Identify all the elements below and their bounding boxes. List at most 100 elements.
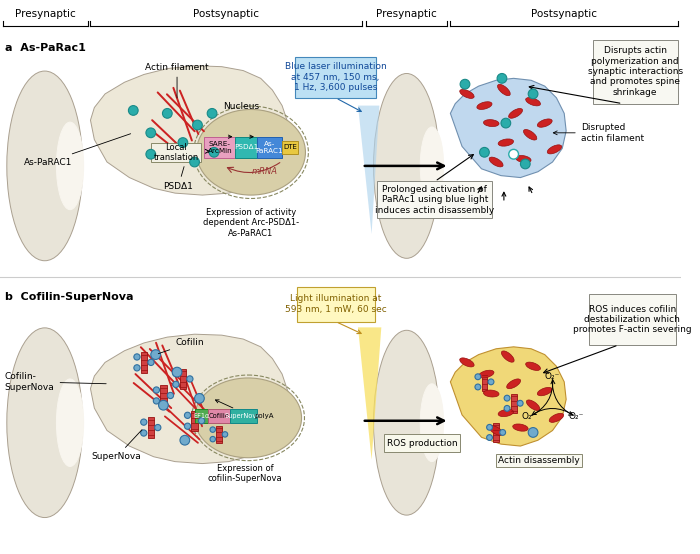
Circle shape (146, 150, 155, 159)
Circle shape (500, 429, 505, 435)
Bar (589, 294, 676, 345)
Ellipse shape (420, 384, 444, 461)
Circle shape (173, 371, 179, 377)
Bar (482, 372, 487, 391)
Circle shape (162, 109, 172, 118)
Bar (295, 57, 377, 98)
Ellipse shape (484, 120, 499, 126)
Circle shape (486, 435, 493, 440)
Text: Disrupts actin
polymerization and
synaptic interactions
and promotes spine
shrin: Disrupts actin polymerization and synapt… (588, 46, 682, 97)
Text: Actin disassembly: Actin disassembly (498, 456, 580, 465)
Ellipse shape (479, 370, 494, 378)
Circle shape (150, 350, 160, 360)
Text: Presynaptic: Presynaptic (15, 9, 76, 19)
Text: Expression of
cofilin-SuperNova: Expression of cofilin-SuperNova (208, 464, 283, 483)
Bar (208, 409, 230, 423)
Text: polyA: polyA (255, 413, 274, 419)
Text: Cofilin: Cofilin (209, 413, 230, 419)
Polygon shape (450, 347, 566, 446)
Ellipse shape (460, 358, 474, 367)
Polygon shape (90, 66, 288, 195)
Ellipse shape (516, 156, 531, 163)
Circle shape (195, 393, 204, 403)
Bar (235, 137, 257, 158)
Circle shape (187, 376, 193, 382)
Bar (230, 409, 257, 423)
Text: a  As-PaRac1: a As-PaRac1 (5, 43, 85, 53)
Text: O₂⁻: O₂⁻ (522, 412, 537, 422)
Circle shape (460, 79, 470, 89)
Ellipse shape (460, 89, 474, 99)
Ellipse shape (477, 102, 492, 110)
Bar (204, 137, 235, 158)
Ellipse shape (374, 330, 440, 515)
Ellipse shape (509, 109, 522, 118)
Circle shape (223, 432, 228, 437)
Text: As-PaRAC1: As-PaRAC1 (25, 134, 131, 167)
Bar (594, 40, 678, 104)
Text: SuperNova: SuperNova (92, 429, 142, 461)
Ellipse shape (197, 110, 305, 195)
Circle shape (190, 157, 200, 167)
Text: mRNA: mRNA (251, 167, 278, 176)
Circle shape (134, 365, 140, 371)
Bar (282, 141, 298, 154)
Ellipse shape (374, 74, 440, 258)
Circle shape (153, 398, 160, 404)
Bar (377, 182, 492, 218)
Bar (191, 411, 197, 431)
Circle shape (210, 427, 216, 432)
Text: Local
translation: Local translation (153, 142, 199, 162)
Circle shape (486, 424, 493, 430)
Text: O₂⁻: O₂⁻ (545, 372, 560, 381)
Bar (195, 409, 208, 423)
Bar (141, 352, 147, 372)
Bar (297, 286, 375, 321)
Circle shape (141, 419, 147, 425)
Circle shape (193, 120, 202, 130)
Text: EF1α: EF1α (193, 413, 209, 419)
Bar (511, 394, 517, 413)
Text: ROS induces cofilin
destabilization which
promotes F-actin severing: ROS induces cofilin destabilization whic… (573, 305, 692, 335)
Polygon shape (450, 78, 566, 178)
Ellipse shape (7, 328, 83, 517)
Circle shape (504, 395, 510, 401)
Ellipse shape (550, 413, 564, 422)
Ellipse shape (507, 379, 521, 389)
Circle shape (475, 384, 481, 390)
Ellipse shape (7, 71, 83, 261)
Circle shape (155, 424, 161, 430)
Text: Postsynaptic: Postsynaptic (193, 9, 259, 19)
Circle shape (173, 381, 179, 387)
Text: As-
PaRAC1: As- PaRAC1 (256, 141, 284, 154)
Ellipse shape (489, 157, 503, 167)
Text: Light illumination at
593 nm, 1 mW, 60 sec: Light illumination at 593 nm, 1 mW, 60 s… (285, 294, 386, 314)
Ellipse shape (526, 98, 540, 106)
Circle shape (184, 412, 190, 418)
Ellipse shape (501, 351, 514, 362)
Text: DTE: DTE (283, 145, 297, 151)
Circle shape (198, 418, 204, 424)
Ellipse shape (547, 145, 561, 154)
Circle shape (148, 360, 154, 366)
Text: Disrupted
actin filament: Disrupted actin filament (553, 123, 644, 142)
Bar (496, 454, 582, 468)
Circle shape (520, 159, 530, 169)
Polygon shape (358, 327, 382, 460)
Ellipse shape (526, 362, 540, 371)
Circle shape (180, 435, 190, 445)
Ellipse shape (57, 379, 84, 466)
Circle shape (167, 392, 174, 398)
Bar (160, 386, 167, 406)
Circle shape (528, 89, 538, 99)
Ellipse shape (195, 378, 302, 458)
Text: Cofilin: Cofilin (158, 338, 204, 353)
Ellipse shape (538, 119, 552, 127)
Circle shape (134, 354, 140, 360)
Circle shape (488, 379, 494, 385)
Ellipse shape (526, 400, 540, 411)
Circle shape (153, 387, 160, 393)
Circle shape (504, 406, 510, 411)
Text: SuperNova: SuperNova (225, 413, 261, 419)
Text: b  Cofilin-SuperNova: b Cofilin-SuperNova (5, 293, 134, 302)
